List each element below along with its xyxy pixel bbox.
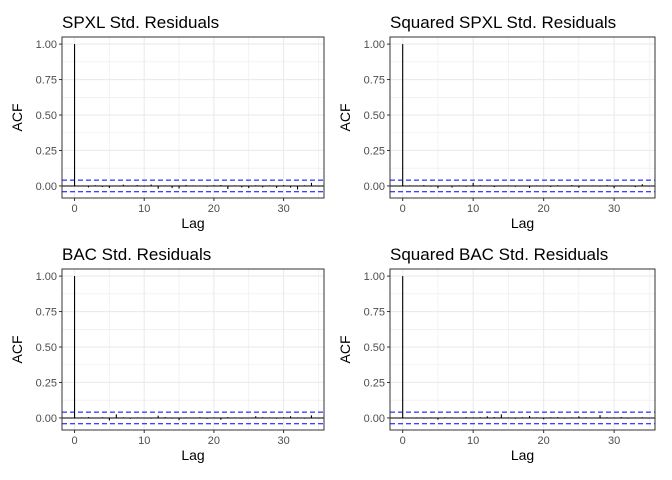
y-tick-label: 0.00	[364, 413, 385, 425]
panel-border	[61, 36, 325, 199]
y-tick-label: 0.00	[36, 181, 57, 193]
x-axis-label: Lag	[181, 215, 204, 231]
panel-border	[389, 268, 656, 431]
x-axis-label: Lag	[181, 447, 204, 463]
panel-background	[390, 269, 655, 430]
panel-background	[62, 37, 324, 198]
y-tick-label: 0.75	[36, 75, 57, 87]
panel-background	[62, 269, 324, 430]
x-axis-label: Lag	[511, 215, 534, 231]
x-tick-label: 30	[608, 203, 620, 215]
x-tick-label: 30	[277, 203, 289, 215]
x-tick-label: 20	[538, 435, 550, 447]
y-tick-label: 0.50	[36, 110, 57, 122]
x-tick-label: 30	[608, 435, 620, 447]
y-tick-label: 1.00	[364, 271, 385, 283]
acf-panel-3: 0.00 0.25 0.50 0.75 1.00 0 10 20 30 BAC Std. Resi…	[9, 245, 325, 463]
y-tick-label: 0.75	[364, 75, 385, 87]
x-tick-label: 10	[138, 435, 150, 447]
y-tick-label: 0.25	[364, 145, 385, 157]
y-tick-label: 0.75	[36, 307, 57, 319]
panel-title: SPXL Std. Residuals	[62, 13, 219, 32]
acf-panel-4: 0.00 0.25 0.50 0.75 1.00 0 10 20 30 Squared BAC S…	[337, 245, 656, 463]
y-tick-label: 0.50	[364, 110, 385, 122]
x-tick-label: 20	[208, 435, 220, 447]
y-axis-label: ACF	[337, 336, 353, 364]
panel-background	[390, 37, 655, 198]
y-tick-label: 0.00	[364, 181, 385, 193]
x-tick-label: 0	[71, 435, 77, 447]
x-tick-label: 0	[400, 435, 406, 447]
panel-border	[61, 268, 325, 431]
y-tick-label: 0.50	[36, 342, 57, 354]
y-tick-label: 0.25	[36, 145, 57, 157]
y-tick-label: 1.00	[364, 39, 385, 51]
y-tick-label: 0.25	[36, 377, 57, 389]
x-tick-label: 20	[208, 203, 220, 215]
y-axis-label: ACF	[9, 336, 25, 364]
panel-title: Squared BAC Std. Residuals	[390, 245, 608, 264]
x-tick-label: 30	[277, 435, 289, 447]
y-tick-label: 0.75	[364, 307, 385, 319]
x-axis-label: Lag	[511, 447, 534, 463]
y-tick-label: 0.25	[364, 377, 385, 389]
y-tick-label: 0.00	[36, 413, 57, 425]
x-tick-label: 10	[467, 435, 479, 447]
x-tick-label: 10	[138, 203, 150, 215]
y-axis-label: ACF	[337, 104, 353, 132]
x-tick-label: 0	[71, 203, 77, 215]
panel-border	[389, 36, 656, 199]
panel-title: Squared SPXL Std. Residuals	[390, 13, 616, 32]
y-tick-label: 1.00	[36, 39, 57, 51]
x-tick-label: 0	[400, 203, 406, 215]
y-tick-label: 1.00	[36, 271, 57, 283]
acf-panel-1: 0.00 0.25 0.50 0.75 1.00 0 10 20 30 SPXL Std. Res…	[9, 13, 325, 231]
y-axis-label: ACF	[9, 104, 25, 132]
panel-title: BAC Std. Residuals	[62, 245, 211, 264]
x-tick-label: 20	[538, 203, 550, 215]
acf-panel-2: 0.00 0.25 0.50 0.75 1.00 0 10 20 30 Squared SPXL …	[337, 13, 656, 231]
y-tick-label: 0.50	[364, 342, 385, 354]
x-tick-label: 10	[467, 203, 479, 215]
